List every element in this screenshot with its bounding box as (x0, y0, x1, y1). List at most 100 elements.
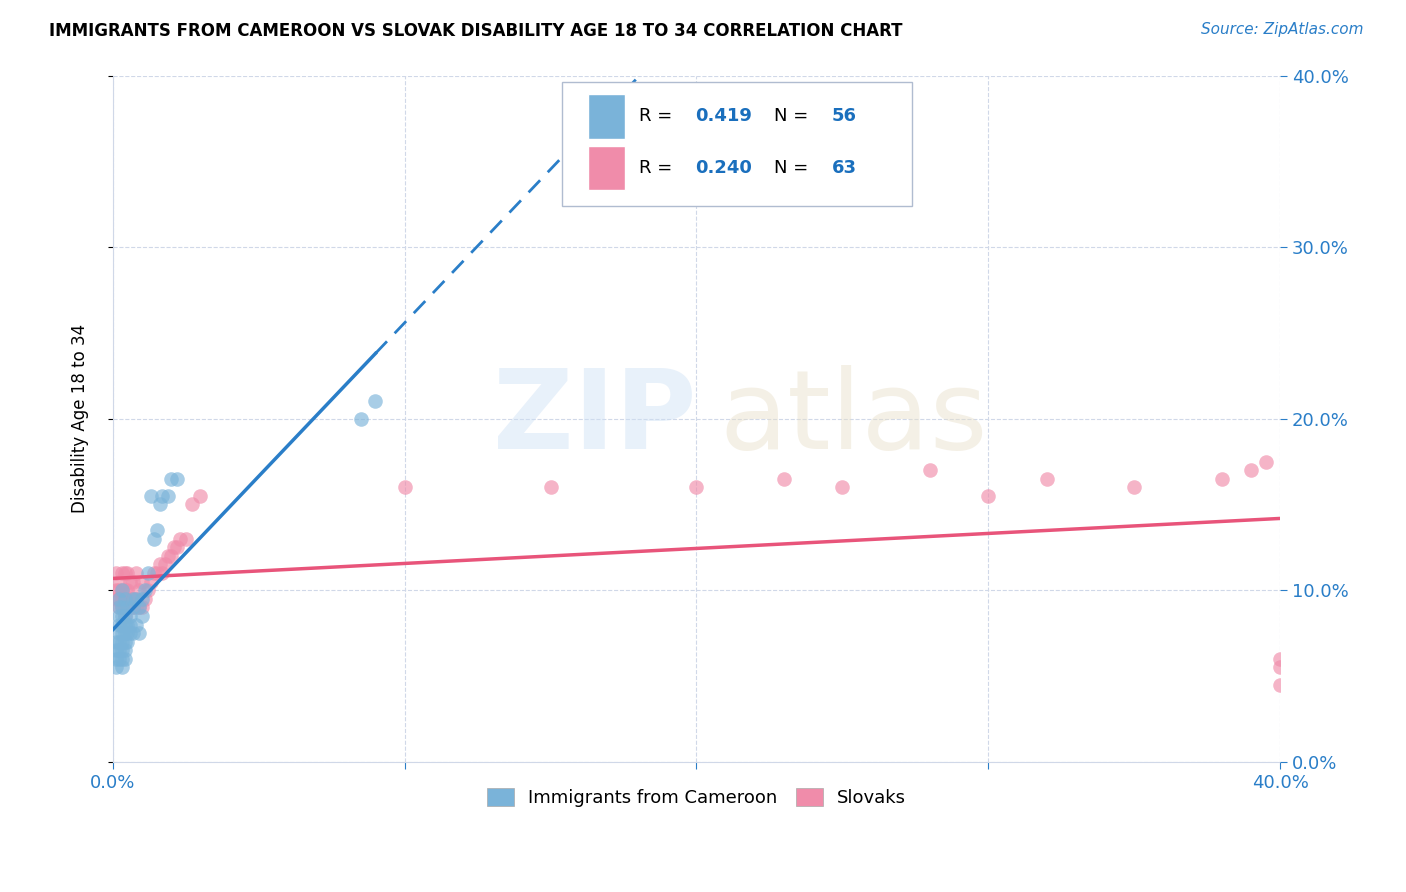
Point (114, 566, 136, 580)
Point (117, 583, 139, 598)
Point (110, 583, 132, 598)
Text: IMMIGRANTS FROM CAMEROON VS SLOVAK DISABILITY AGE 18 TO 34 CORRELATION CHART: IMMIGRANTS FROM CAMEROON VS SLOVAK DISAB… (49, 22, 903, 40)
Point (166, 541, 188, 555)
Point (122, 574, 145, 589)
Point (117, 566, 139, 580)
Point (136, 566, 159, 580)
Point (134, 591, 156, 606)
Point (107, 600, 129, 615)
Point (131, 600, 153, 615)
Point (163, 541, 186, 555)
Point (107, 609, 129, 624)
FancyBboxPatch shape (562, 82, 912, 206)
Point (114, 617, 136, 632)
FancyBboxPatch shape (588, 94, 626, 138)
Point (145, 566, 167, 580)
Y-axis label: Disability Age 18 to 34: Disability Age 18 to 34 (72, 324, 89, 513)
Point (831, 480, 853, 494)
Point (110, 643, 132, 657)
Point (125, 617, 148, 632)
Text: R =: R = (640, 107, 678, 126)
Point (190, 489, 212, 503)
Point (394, 480, 416, 494)
Point (131, 591, 153, 606)
Point (1123, 480, 1146, 494)
Point (155, 558, 177, 572)
Point (104, 643, 127, 657)
Point (107, 583, 129, 598)
FancyBboxPatch shape (588, 145, 626, 190)
Point (169, 532, 191, 546)
Point (110, 583, 132, 598)
Point (1211, 472, 1233, 486)
Point (134, 583, 156, 598)
Point (142, 566, 165, 580)
Point (114, 609, 136, 624)
Text: 63: 63 (832, 159, 856, 177)
Point (104, 652, 127, 666)
Point (148, 498, 170, 512)
Point (125, 600, 148, 615)
Point (107, 652, 129, 666)
Point (110, 652, 132, 666)
Text: ZIP: ZIP (494, 365, 696, 472)
Point (120, 600, 142, 615)
Point (114, 591, 136, 606)
Point (117, 600, 139, 615)
Point (107, 591, 129, 606)
Point (120, 626, 142, 640)
Point (122, 600, 145, 615)
Point (104, 583, 127, 598)
Point (110, 626, 132, 640)
Text: R =: R = (640, 159, 678, 177)
Point (136, 583, 159, 598)
Text: 56: 56 (832, 107, 856, 126)
Point (104, 660, 127, 674)
Point (110, 600, 132, 615)
Point (107, 574, 129, 589)
Point (120, 574, 142, 589)
Point (122, 626, 145, 640)
Point (107, 643, 129, 657)
Point (107, 634, 129, 648)
Text: atlas: atlas (720, 365, 988, 472)
Point (128, 626, 150, 640)
Point (1268, 677, 1291, 691)
Point (540, 480, 562, 494)
Text: 0.240: 0.240 (696, 159, 752, 177)
Text: N =: N = (773, 107, 814, 126)
Point (1035, 472, 1057, 486)
Point (125, 566, 148, 580)
Point (107, 617, 129, 632)
Point (117, 600, 139, 615)
Point (117, 626, 139, 640)
Point (125, 591, 148, 606)
Point (128, 583, 150, 598)
Point (685, 480, 707, 494)
Point (152, 489, 174, 503)
Point (114, 626, 136, 640)
Point (139, 489, 162, 503)
Text: 0.419: 0.419 (696, 107, 752, 126)
Point (128, 600, 150, 615)
Point (152, 566, 174, 580)
Point (364, 394, 387, 409)
Point (157, 549, 180, 563)
Point (114, 609, 136, 624)
Point (125, 591, 148, 606)
Text: N =: N = (773, 159, 814, 177)
Point (1254, 454, 1277, 468)
Point (160, 549, 183, 563)
Point (110, 660, 132, 674)
Point (114, 583, 136, 598)
Point (110, 617, 132, 632)
Point (104, 591, 127, 606)
Point (107, 600, 129, 615)
Text: Source: ZipAtlas.com: Source: ZipAtlas.com (1201, 22, 1364, 37)
Point (166, 472, 188, 486)
Point (110, 600, 132, 615)
Point (180, 498, 202, 512)
Point (110, 634, 132, 648)
Point (110, 591, 132, 606)
Point (148, 558, 170, 572)
